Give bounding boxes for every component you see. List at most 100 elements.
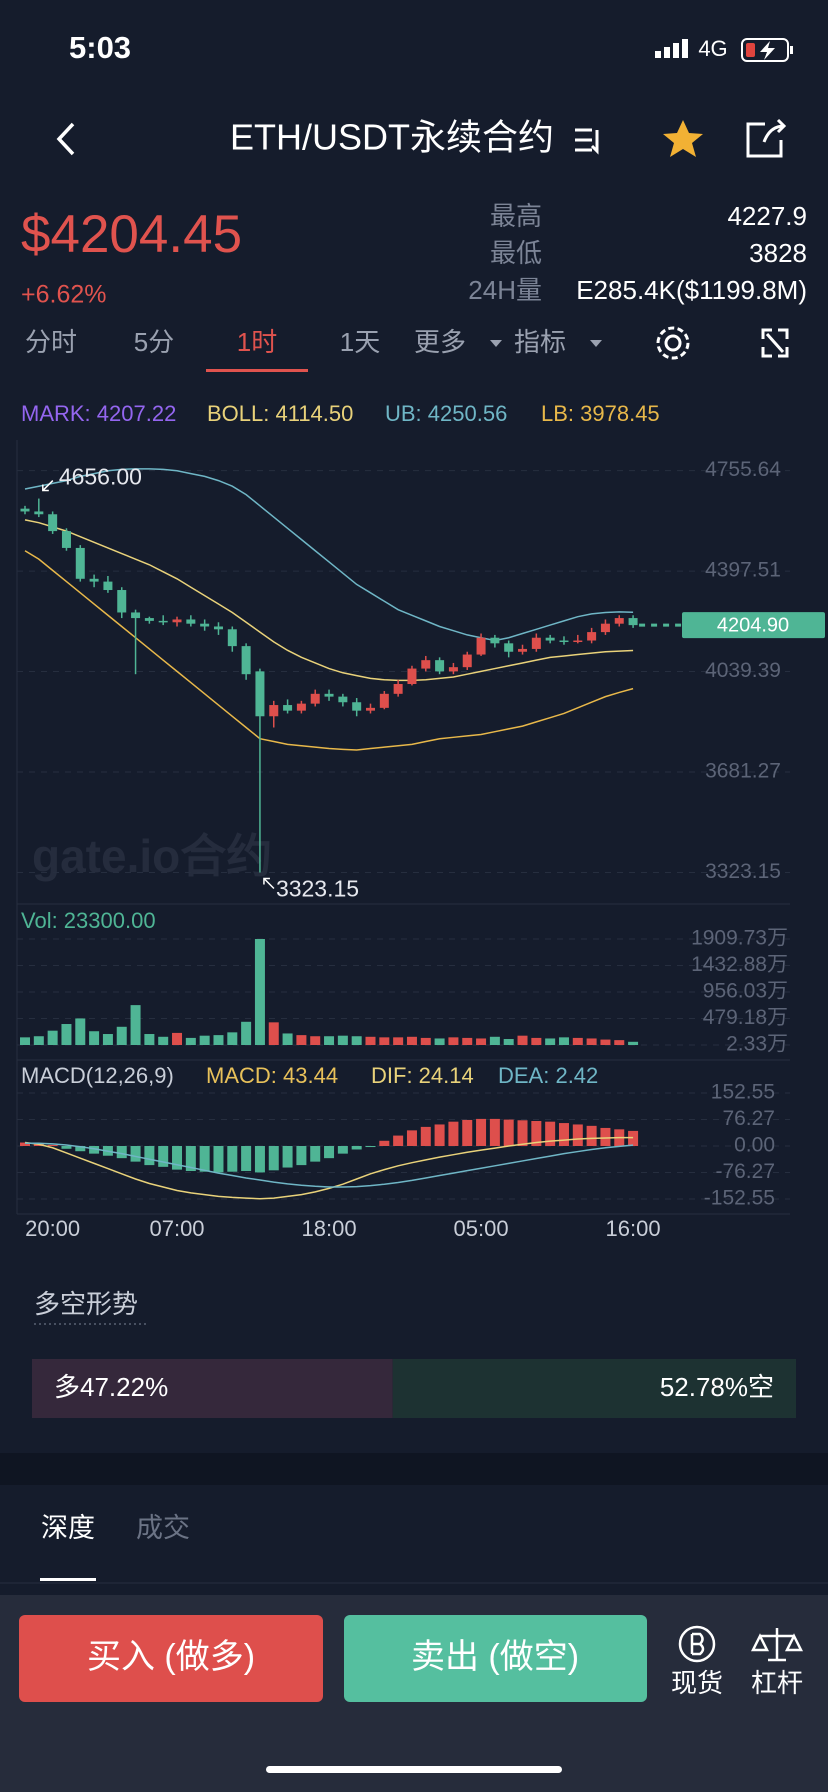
- timeframe-tab[interactable]: 指标: [514, 327, 566, 357]
- candle-body: [103, 581, 113, 591]
- sell-label: 卖出 (做空): [411, 1638, 579, 1676]
- timeframe-tab[interactable]: 1天: [340, 327, 380, 357]
- indicator-value: MACD: 43.44: [206, 1063, 338, 1088]
- bar: [158, 1146, 169, 1167]
- bar: [185, 1037, 196, 1045]
- timeframe-tab[interactable]: 5分: [134, 327, 174, 357]
- y-tick-label: 3681.27: [705, 760, 781, 783]
- y-tick-label: -152.55: [704, 1187, 775, 1210]
- bar: [406, 1036, 417, 1045]
- bar: [434, 1038, 445, 1045]
- y-tick-label: 479.18万: [703, 1006, 788, 1029]
- buy-button[interactable]: [19, 1615, 323, 1702]
- watermark: gate.io合约: [32, 830, 272, 882]
- fullscreen-icon[interactable]: [761, 328, 789, 358]
- bar: [89, 1031, 100, 1045]
- long-ratio-bar: [32, 1359, 393, 1418]
- bar: [158, 1036, 169, 1045]
- bar: [254, 1146, 265, 1173]
- bar: [531, 1037, 542, 1045]
- bar: [586, 1038, 597, 1045]
- bar: [393, 1037, 404, 1045]
- spot-icon[interactable]: [678, 1625, 716, 1663]
- candle-body: [158, 620, 168, 623]
- bar: [47, 1144, 58, 1146]
- y-tick-label: 956.03万: [703, 980, 788, 1003]
- candle-body: [435, 660, 445, 672]
- indicator-value: LB: 3978.45: [541, 401, 660, 426]
- bar: [116, 1026, 127, 1045]
- dropdown-arrow: [590, 340, 602, 347]
- sell-button[interactable]: [344, 1615, 647, 1702]
- y-tick-label: 152.55: [711, 1081, 775, 1104]
- bar: [545, 1121, 556, 1146]
- candle-body: [117, 590, 127, 613]
- bar: [213, 1146, 224, 1173]
- bar: [545, 1038, 556, 1045]
- bar: [572, 1037, 583, 1045]
- y-tick-label: 4397.51: [705, 559, 781, 582]
- bar: [130, 1146, 141, 1162]
- candle-body: [352, 702, 362, 711]
- candle-body: [490, 637, 500, 644]
- candle-body: [48, 514, 58, 532]
- bar: [144, 1034, 155, 1045]
- bar: [324, 1036, 335, 1045]
- bar: [393, 1135, 404, 1146]
- leverage-label[interactable]: 杠杆: [751, 1668, 803, 1698]
- y-tick-label: 76.27: [722, 1107, 775, 1130]
- timeframe-tab[interactable]: 分时: [25, 327, 77, 357]
- bar: [227, 1032, 238, 1045]
- timeframe-tab[interactable]: 更多: [414, 327, 466, 357]
- bar: [517, 1120, 528, 1146]
- leverage-icon[interactable]: [750, 1628, 804, 1662]
- candle-body: [200, 623, 210, 627]
- bar: [61, 1146, 72, 1149]
- y-tick-label: 2.33万: [726, 1033, 788, 1056]
- bar: [351, 1146, 362, 1150]
- switch-contract-icon[interactable]: [575, 128, 599, 155]
- bar: [572, 1124, 583, 1146]
- section-tab[interactable]: 成交: [136, 1513, 190, 1543]
- bar: [531, 1120, 542, 1146]
- x-tick-label: 20:00: [25, 1216, 80, 1241]
- bar: [47, 1030, 58, 1045]
- favorite-star[interactable]: [663, 120, 703, 157]
- page-title: ETH/USDT永续合约: [230, 117, 554, 158]
- candle-body: [448, 667, 458, 672]
- bar: [586, 1125, 597, 1146]
- bar: [89, 1146, 100, 1154]
- bar: [503, 1119, 514, 1146]
- settings-icon[interactable]: [656, 326, 690, 360]
- bar: [130, 1005, 141, 1045]
- candle-body: [379, 693, 389, 708]
- bar: [489, 1036, 500, 1045]
- bar: [448, 1037, 459, 1045]
- indicator-value: BOLL: 4114.50: [207, 401, 353, 426]
- bar: [434, 1124, 445, 1146]
- back-button[interactable]: [56, 122, 75, 156]
- candle-body: [614, 618, 624, 624]
- long-ratio-label: 多47.22%: [54, 1372, 168, 1402]
- indicator-value: UB: 4250.56: [385, 401, 507, 426]
- share-icon[interactable]: [746, 118, 787, 158]
- bar: [116, 1146, 127, 1159]
- candle-body: [89, 578, 99, 582]
- indicator-value: DIF: 24.14: [371, 1063, 474, 1088]
- candle-body: [600, 623, 610, 633]
- bar: [310, 1146, 321, 1162]
- candle-body: [587, 632, 597, 641]
- section-tab[interactable]: 深度: [41, 1513, 95, 1543]
- bar: [628, 1041, 639, 1045]
- indicator-line: [24, 468, 634, 642]
- bar: [379, 1140, 390, 1146]
- annotation-arrow: [263, 877, 275, 890]
- bar: [310, 1036, 321, 1045]
- candle-body: [407, 668, 417, 685]
- bar: [172, 1146, 183, 1170]
- bar: [241, 1021, 252, 1045]
- timeframe-tab[interactable]: 1时: [237, 327, 277, 357]
- candle-body: [75, 547, 85, 579]
- spot-label[interactable]: 现货: [671, 1668, 723, 1698]
